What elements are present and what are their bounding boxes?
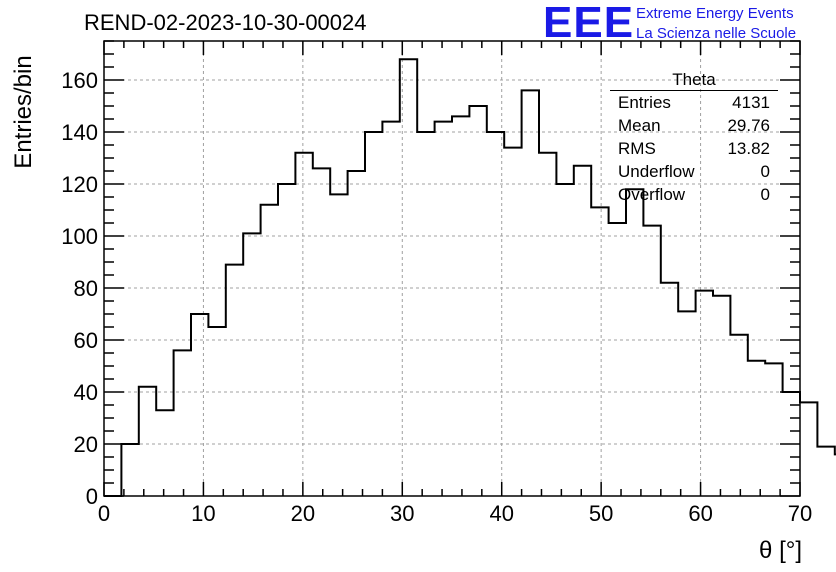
eee-logo: EEE bbox=[543, 0, 635, 47]
histogram-outline bbox=[104, 58, 836, 497]
histogram-bin bbox=[765, 363, 782, 496]
y-tick-label: 140 bbox=[61, 120, 98, 145]
stats-label: Overflow bbox=[618, 185, 686, 204]
stats-value: 4131 bbox=[732, 93, 770, 112]
x-tick-label: 10 bbox=[191, 501, 215, 526]
y-axis-label: Entries/bin bbox=[10, 55, 37, 168]
tick-labels: 0 10 20 30 40 50 60 70 0 20 40 60 80 100 120 140 160 bbox=[61, 68, 812, 526]
x-tick-label: 60 bbox=[688, 501, 712, 526]
y-tick-label: 20 bbox=[74, 432, 98, 457]
histogram-bin bbox=[678, 311, 695, 496]
stats-label: Mean bbox=[618, 116, 661, 135]
histogram-bin bbox=[817, 447, 834, 496]
histogram-bin bbox=[174, 350, 191, 496]
histogram-bin bbox=[348, 171, 365, 496]
histogram-bin bbox=[208, 327, 225, 496]
histogram-bin bbox=[522, 90, 539, 496]
brand-line-1: Extreme Energy Events bbox=[636, 5, 794, 22]
histogram-bin bbox=[487, 132, 504, 496]
histogram-bin bbox=[730, 335, 747, 496]
histogram-bin bbox=[591, 207, 608, 496]
x-axis-label: θ [°] bbox=[759, 537, 802, 564]
histogram-bin bbox=[661, 283, 678, 496]
stats-box: Theta Entries 4131 Mean 29.76 RMS 13.82 … bbox=[610, 70, 778, 206]
x-tick-label: 20 bbox=[291, 501, 315, 526]
histogram-bin bbox=[539, 153, 556, 496]
histogram-bin bbox=[748, 361, 765, 496]
stats-row-mean: Mean 29.76 bbox=[610, 114, 778, 137]
stats-row-entries: Entries 4131 bbox=[610, 91, 778, 114]
grid-lines bbox=[104, 41, 800, 496]
histogram-bin bbox=[226, 265, 243, 496]
histogram-bin bbox=[400, 59, 417, 496]
histogram-bin bbox=[382, 122, 399, 496]
histogram-bin bbox=[713, 296, 730, 496]
x-tick-label: 50 bbox=[589, 501, 613, 526]
histogram-bin bbox=[696, 291, 713, 496]
y-tick-label: 0 bbox=[86, 484, 98, 509]
histogram-bin bbox=[556, 184, 573, 496]
histogram-bin bbox=[139, 387, 156, 496]
stats-label: Entries bbox=[618, 93, 671, 112]
histogram-bin bbox=[435, 122, 452, 496]
histogram-bin bbox=[330, 194, 347, 496]
histogram-bin bbox=[609, 223, 626, 496]
stats-value: 0 bbox=[760, 162, 770, 181]
histogram-bin bbox=[365, 132, 382, 496]
y-tick-label: 160 bbox=[61, 68, 98, 93]
stats-row-underflow: Underflow 0 bbox=[610, 160, 778, 183]
y-tick-label: 120 bbox=[61, 172, 98, 197]
y-tick-label: 40 bbox=[74, 380, 98, 405]
histogram-bin bbox=[800, 402, 817, 496]
histogram-bin bbox=[261, 205, 278, 496]
histogram-bin bbox=[574, 166, 591, 496]
x-tick-label: 70 bbox=[788, 501, 812, 526]
histogram-bin bbox=[452, 116, 469, 496]
histogram-bin bbox=[643, 226, 660, 496]
y-tick-label: 60 bbox=[74, 328, 98, 353]
histogram-bin bbox=[278, 184, 295, 496]
x-tick-label: 30 bbox=[390, 501, 414, 526]
stats-label: RMS bbox=[618, 139, 656, 158]
histogram-bin bbox=[156, 410, 173, 496]
y-tick-label: 80 bbox=[74, 276, 98, 301]
x-tick-label: 40 bbox=[489, 501, 513, 526]
brand-line-2: La Scienza nelle Scuole bbox=[636, 25, 797, 42]
stats-value: 0 bbox=[760, 185, 770, 204]
histogram-bin bbox=[417, 132, 434, 496]
plot-frame bbox=[103, 40, 801, 497]
stats-value: 13.82 bbox=[727, 139, 770, 158]
histogram-bin bbox=[243, 233, 260, 496]
histogram-bin bbox=[191, 314, 208, 496]
histogram-bin bbox=[504, 148, 521, 496]
x-tick-label: 0 bbox=[98, 501, 110, 526]
stats-title: Theta bbox=[610, 70, 778, 91]
histogram-bin bbox=[469, 106, 486, 496]
histogram-bin bbox=[313, 168, 330, 496]
run-title: REND-02-2023-10-30-00024 bbox=[84, 10, 367, 35]
axis-ticks bbox=[103, 40, 801, 497]
histogram-bin bbox=[295, 153, 312, 496]
stats-label: Underflow bbox=[618, 162, 695, 181]
stats-row-overflow: Overflow 0 bbox=[610, 183, 778, 206]
histogram-bin bbox=[626, 189, 643, 496]
stats-row-rms: RMS 13.82 bbox=[610, 137, 778, 160]
y-tick-label: 100 bbox=[61, 224, 98, 249]
histogram-bin bbox=[121, 444, 138, 496]
stats-value: 29.76 bbox=[727, 116, 770, 135]
